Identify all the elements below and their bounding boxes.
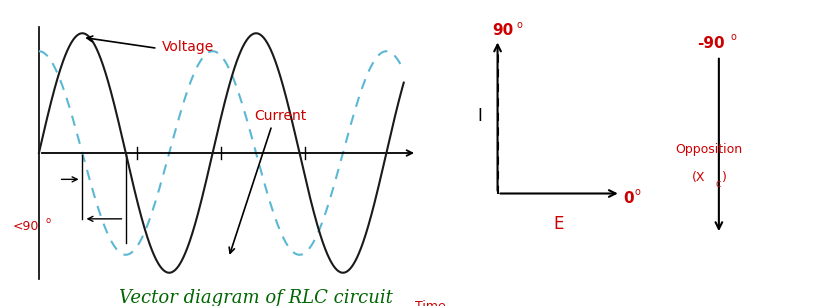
Text: c: c (716, 179, 721, 189)
Text: Vector diagram of RLC circuit: Vector diagram of RLC circuit (120, 289, 393, 306)
Text: Opposition: Opposition (676, 143, 742, 156)
Text: 90: 90 (492, 23, 513, 38)
Text: -90: -90 (698, 36, 725, 51)
Text: o: o (730, 32, 737, 42)
Text: o: o (634, 187, 640, 197)
Text: o: o (517, 20, 523, 30)
Text: <90: <90 (12, 220, 39, 233)
Text: Voltage: Voltage (162, 40, 214, 54)
Text: I: I (477, 106, 482, 125)
Text: Current: Current (254, 109, 307, 123)
Text: E: E (554, 215, 564, 233)
Text: (X: (X (692, 170, 705, 184)
Text: Time: Time (415, 300, 445, 306)
Text: o: o (46, 216, 50, 225)
Text: ): ) (722, 170, 727, 184)
Text: 0: 0 (623, 191, 633, 206)
